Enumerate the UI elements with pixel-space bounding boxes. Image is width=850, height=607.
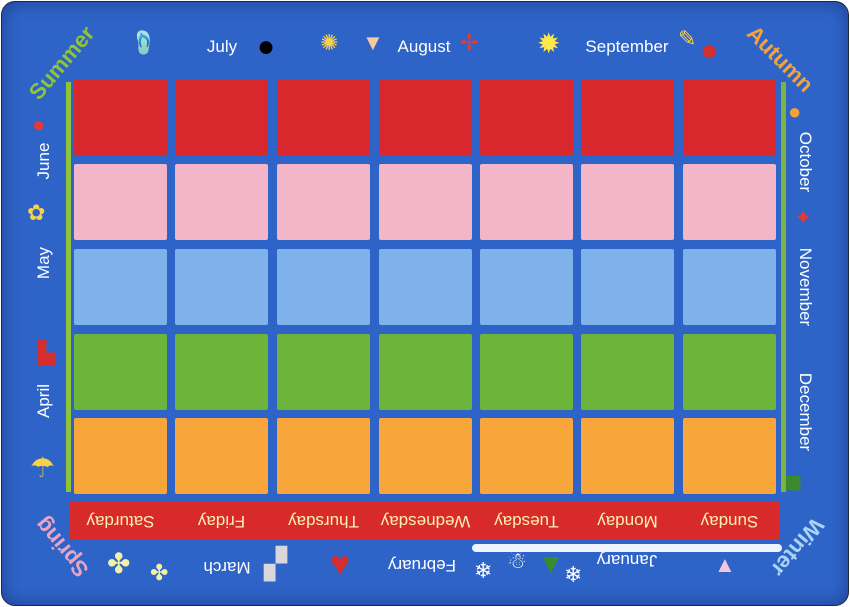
weekday-monday: Monday (597, 512, 658, 531)
beach-ball-icon: ● (257, 30, 276, 63)
heart-icon: ♥ (330, 545, 351, 583)
sun-icon: ✹ (537, 28, 561, 59)
calendar-cell (74, 334, 167, 410)
leaf-icon: ● (788, 99, 802, 124)
calendar-cell (683, 334, 776, 410)
calendar-cell (581, 418, 674, 494)
calendar-cell (480, 79, 573, 155)
shamrock-icon: ✤ (150, 560, 169, 585)
tree-icon: ▼ (537, 548, 565, 579)
month-november: November (796, 247, 815, 327)
calendar-cell (683, 249, 776, 325)
calendar-cell (683, 79, 776, 155)
weekday-saturday: Saturday (86, 512, 155, 531)
snowflake-icon: ❄ (564, 562, 583, 587)
calendar-cell (379, 418, 472, 494)
apple-icon: ● (700, 34, 719, 67)
snowman-icon: ☃ (507, 548, 527, 573)
snow-bank (472, 544, 782, 552)
pencil-icon: ✎ (678, 26, 697, 51)
calendar-cell (74, 249, 167, 325)
right-grass-stripe (781, 82, 786, 492)
calendar-cell (74, 418, 167, 494)
party-hat-icon: ▲ (714, 552, 736, 577)
fireworks-icon: ✺ (320, 30, 339, 55)
gift-icon: ■ (784, 466, 803, 499)
left-grass-stripe (66, 82, 71, 492)
month-january: January (596, 551, 658, 570)
weekday-wednesday: Wednesday (380, 512, 471, 531)
month-july: July (206, 37, 238, 56)
calendar-cell (277, 334, 370, 410)
flip-flops-icon: 🩴 (130, 30, 158, 55)
month-august: August (397, 37, 451, 56)
weekday-sunday: Sunday (700, 512, 759, 531)
pinwheel-icon: ✢ (460, 30, 479, 55)
ladybug-icon: ● (32, 112, 46, 137)
calendar-cell (277, 79, 370, 155)
calendar-cell (683, 418, 776, 494)
weekday-friday: Friday (197, 512, 246, 531)
calendar-cell (480, 164, 573, 240)
flower-icon: ✿ (27, 200, 46, 225)
calendar-cell (379, 249, 472, 325)
calendar-cell (581, 164, 674, 240)
calendar-cell (379, 79, 472, 155)
umbrella-icon: ☂ (30, 452, 56, 483)
month-february: February (387, 556, 457, 575)
shamrock-icon: ✤ (107, 548, 131, 579)
calendar-cell (175, 79, 268, 155)
calendar-cell (480, 249, 573, 325)
calendar-cell (277, 418, 370, 494)
calendar-cell (277, 164, 370, 240)
calendar-cell (581, 79, 674, 155)
calendar-cell (581, 249, 674, 325)
calendar-cell (480, 418, 573, 494)
calendar-cell (480, 334, 573, 410)
calendar-cell (175, 334, 268, 410)
calendar-cell (74, 164, 167, 240)
calendar-cell (175, 418, 268, 494)
ice-cream-icon: ▼ (362, 30, 384, 55)
rain-boots-icon: ▙ (38, 340, 55, 365)
calendar-cell (74, 79, 167, 155)
snowflake-icon: ❄ (474, 558, 493, 583)
leaf-icon: ✦ (794, 205, 813, 230)
calendar-cell (175, 249, 268, 325)
calendar-cell (379, 334, 472, 410)
calendar-cell (683, 164, 776, 240)
bunny-icon: ▞ (264, 548, 288, 581)
month-september: September (585, 37, 669, 56)
weekday-tuesday: Tuesday (494, 512, 559, 531)
calendar-cell (175, 164, 268, 240)
calendar-cell (379, 164, 472, 240)
calendar-cell (581, 334, 674, 410)
calendar-cell (277, 249, 370, 325)
month-december: December (796, 372, 815, 452)
weekday-thursday: Thursday (288, 512, 359, 531)
weekday-band (69, 502, 780, 540)
